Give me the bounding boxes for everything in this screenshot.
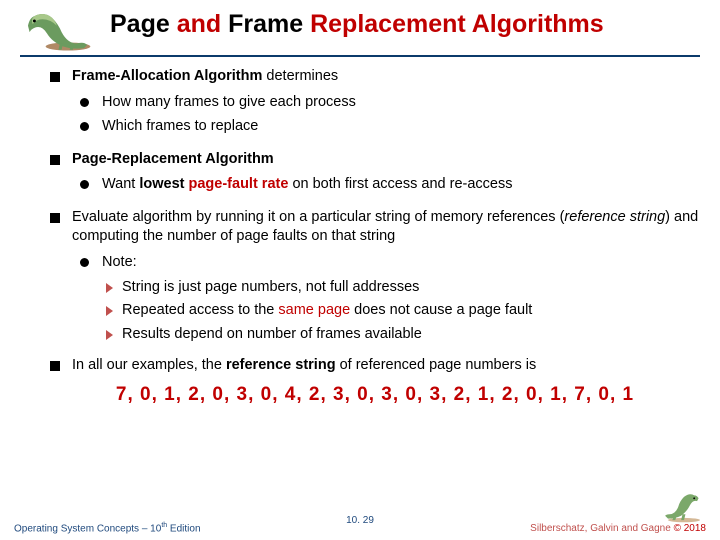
bullet-frame-allocation: Frame-Allocation Algorithm determines [50,67,700,87]
title-part-d: Replacement Algorithms [310,10,604,38]
bullet-text-strong: Frame-Allocation Algorithm [72,68,262,84]
t: lowest [139,176,184,192]
bullet-want-lowest: Want lowest page-fault rate on both firs… [80,175,700,195]
dinosaur-small-icon [662,491,706,523]
slide-footer: Operating System Concepts – 10th Edition… [0,491,720,534]
bullet-how-many-frames: How many frames to give each process [80,93,700,113]
footer-page-number: 10. 29 [346,515,374,526]
title-part-b: and [177,10,228,38]
footer-copyright: © 2018 [674,523,706,534]
t-strong: reference string [226,357,340,373]
t: and [417,176,449,192]
t: first access [345,176,418,192]
bullet-evaluate: Evaluate algorithm by running it on a pa… [50,208,700,247]
t: re-access [450,176,513,192]
slide-title: Page and Frame Replacement Algorithms [100,8,604,39]
footer-authors: Silberschatz, Galvin and Gagne [530,523,673,534]
footer-right: Silberschatz, Galvin and Gagne © 2018 [530,491,706,534]
t: In all our examples, the [72,357,226,373]
bullet-text-strong: Page-Replacement Algorithm [72,151,274,167]
slide-header: Page and Frame Replacement Algorithms [20,8,700,53]
t-accent: page-fault rate [189,176,289,192]
bullet-repeated-access: Repeated access to the same page does no… [106,301,700,321]
bullet-just-page-numbers: String is just page numbers, not full ad… [106,278,700,298]
slide-container: Page and Frame Replacement Algorithms Fr… [0,0,720,540]
bullet-page-replacement: Page-Replacement Algorithm [50,150,700,170]
footer-edition: Edition [167,523,200,534]
reference-string-value: 7, 0, 1, 2, 0, 3, 0, 4, 2, 3, 0, 3, 0, 3… [50,382,700,408]
footer-left: Operating System Concepts – 10th Edition [14,522,201,534]
bullet-reference-string-intro: In all our examples, the reference strin… [50,356,700,376]
bullet-note: Note: [80,253,700,273]
t-accent: same page [278,302,350,318]
t: Repeated access to the [122,302,278,318]
t: of referenced page numbers is [340,357,537,373]
bullet-results-depend: Results depend on number of frames avail… [106,325,700,345]
title-part-a: Page [110,10,177,38]
t: Want [102,176,139,192]
t-em: reference string [564,209,665,225]
t: on both [288,176,344,192]
bullet-which-frames: Which frames to replace [80,117,700,137]
slide-body: Frame-Allocation Algorithm determines Ho… [20,67,700,407]
footer-book-title: Operating System Concepts – 10 [14,523,161,534]
dinosaur-logo-icon [20,8,100,53]
t: Evaluate algorithm by running it on a pa… [72,209,564,225]
t: does not cause a page fault [350,302,532,318]
title-part-c: Frame [228,10,310,38]
title-underline [20,55,700,57]
bullet-text: determines [262,68,338,84]
